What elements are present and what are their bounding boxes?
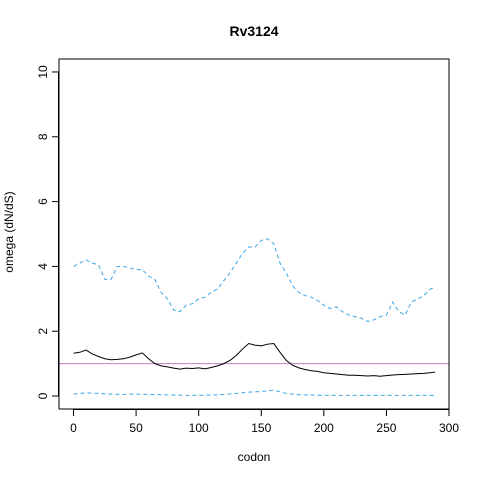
x-axis-label: codon bbox=[238, 450, 271, 464]
x-tick-label: 250 bbox=[376, 421, 396, 435]
x-tick-label: 50 bbox=[129, 421, 143, 435]
x-tick-label: 200 bbox=[314, 421, 334, 435]
y-tick-label: 2 bbox=[36, 328, 50, 335]
x-tick-label: 100 bbox=[189, 421, 209, 435]
plot-box bbox=[58, 58, 450, 410]
series-line-3 bbox=[73, 389, 436, 396]
y-tick-label: 6 bbox=[36, 198, 50, 205]
y-tick-label: 8 bbox=[36, 133, 50, 140]
chart-title: Rv3124 bbox=[229, 23, 278, 39]
x-tick-label: 300 bbox=[439, 421, 459, 435]
y-axis-label: omega (dN/dS) bbox=[2, 191, 16, 272]
y-tick-label: 0 bbox=[36, 392, 50, 399]
y-tick-label: 10 bbox=[36, 65, 50, 79]
x-tick-label: 0 bbox=[70, 421, 77, 435]
plot-marks bbox=[59, 238, 449, 396]
series-line-2 bbox=[73, 238, 436, 323]
x-tick-label: 150 bbox=[251, 421, 271, 435]
series-line-1 bbox=[73, 342, 436, 377]
y-tick-label: 4 bbox=[36, 263, 50, 270]
